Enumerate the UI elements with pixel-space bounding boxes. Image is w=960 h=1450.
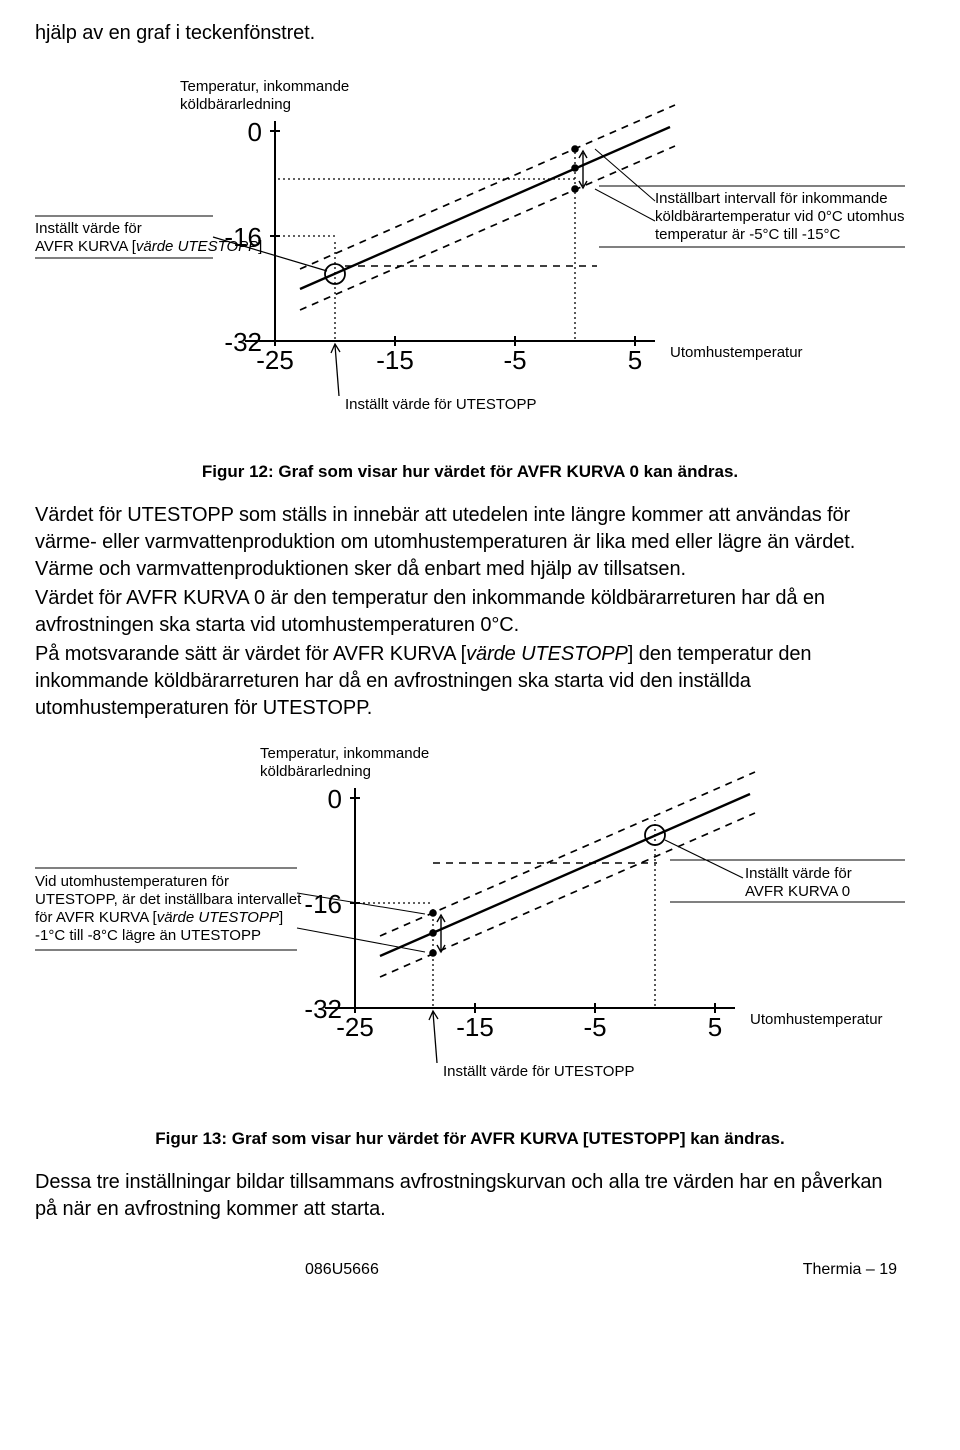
right-annotation: Inställt värde för — [745, 865, 852, 882]
x-axis-label: Utomhustemperatur — [670, 344, 803, 361]
right-annotation: AVFR KURVA 0 — [745, 883, 850, 900]
left-annotation: AVFR KURVA [värde UTESTOPP] — [35, 238, 262, 255]
right-annotation: köldbärartemperatur vid 0°C utomhus- — [655, 208, 905, 225]
page-footer: 086U5666 Thermia – 19 — [35, 1259, 905, 1281]
paragraph-3: På motsvarande sätt är värdet för AVFR K… — [35, 641, 905, 722]
x-tick: -5 — [583, 1012, 606, 1042]
x-axis-label: Utomhustemperatur — [750, 1011, 883, 1028]
left-annotation: Vid utomhustemperaturen för — [35, 873, 229, 890]
bottom-annotation: Inställt värde för UTESTOPP — [345, 396, 536, 413]
paragraph-2: Värdet för AVFR KURVA 0 är den temperatu… — [35, 585, 905, 639]
left-annotation: Inställt värde för — [35, 220, 142, 237]
footer-code: 086U5666 — [305, 1259, 379, 1281]
figure-13-caption: Figur 13: Graf som visar hur värdet för … — [35, 1128, 905, 1151]
figure-12-caption: Figur 12: Graf som visar hur värdet för … — [35, 461, 905, 484]
y-tick: 0 — [248, 117, 262, 147]
y-tick: -16 — [304, 889, 342, 919]
figure-13-diagram: -25 -15 -5 5 0 -16 -32 Temperatur, inkom… — [35, 728, 905, 1118]
y-axis-title-line2: köldbärarledning — [180, 96, 291, 113]
y-tick: -32 — [224, 327, 262, 357]
right-annotation: Inställbart intervall för inkommande — [655, 190, 888, 207]
x-tick: 5 — [628, 345, 642, 375]
y-axis-title-line1: Temperatur, inkommande — [180, 78, 349, 95]
footer-page: Thermia – 19 — [803, 1259, 897, 1281]
intro-text: hjälp av en graf i teckenfönstret. — [35, 20, 905, 47]
left-annotation: UTESTOPP, är det inställbara intervallet — [35, 891, 302, 908]
bottom-annotation: Inställt värde för UTESTOPP — [443, 1063, 634, 1080]
y-axis-title-line2: köldbärarledning — [260, 763, 371, 780]
x-tick: -15 — [376, 345, 414, 375]
left-annotation: -1°C till -8°C lägre än UTESTOPP — [35, 927, 261, 944]
y-axis-title-line1: Temperatur, inkommande — [260, 745, 429, 762]
paragraph-4: Dessa tre inställningar bildar tillsamma… — [35, 1169, 905, 1223]
x-tick: -5 — [503, 345, 526, 375]
figure-12-diagram: -25 -15 -5 5 0 -16 -32 Temperatur, inkom… — [35, 61, 905, 451]
left-annotation: för AVFR KURVA [värde UTESTOPP] — [35, 909, 283, 926]
y-tick: 0 — [328, 784, 342, 814]
right-annotation: temperatur är -5°C till -15°C — [655, 226, 841, 243]
paragraph-1: Värdet för UTESTOPP som ställs in innebä… — [35, 502, 905, 583]
x-tick: 5 — [708, 1012, 722, 1042]
y-tick: -32 — [304, 994, 342, 1024]
x-tick: -15 — [456, 1012, 494, 1042]
